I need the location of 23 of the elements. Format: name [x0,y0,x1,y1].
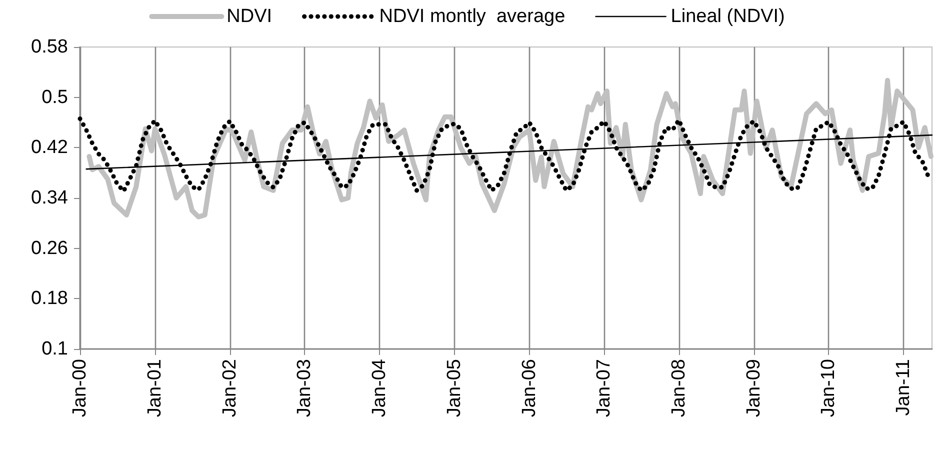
x-tick-label: Jan-07 [594,359,615,418]
y-tick-label: 0.26 [31,238,68,259]
legend-label: Lineal (NDVI) [670,6,785,27]
y-tick-label: 0.58 [31,36,68,58]
y-tick-label: 0.5 [42,86,68,108]
x-tick-label: Jan-11 [893,359,914,416]
y-tick-label: 0.42 [31,137,68,158]
x-tick-label: Jan-10 [818,359,840,418]
x-tick-label: Jan-06 [518,359,540,418]
line-series [78,116,930,194]
x-tick-label: Jan-00 [70,359,90,418]
x-tick-label: Jan-05 [444,359,465,418]
x-tick-label: Jan-04 [368,358,390,418]
legend-label: NDVI [226,6,272,27]
y-tick-label: 0.34 [31,188,68,208]
x-tick-label: Jan-03 [294,359,316,418]
x-tick-label: Jan-01 [144,359,166,418]
x-tick-label: Jan-08 [668,359,690,418]
y-tick-label: 0.1 [42,338,68,360]
x-tick-label: Jan-02 [219,359,240,418]
legend-label: NDVI montly average [379,6,566,27]
x-tick-label: Jan-09 [743,359,764,418]
y-tick-label: 0.18 [31,288,68,310]
